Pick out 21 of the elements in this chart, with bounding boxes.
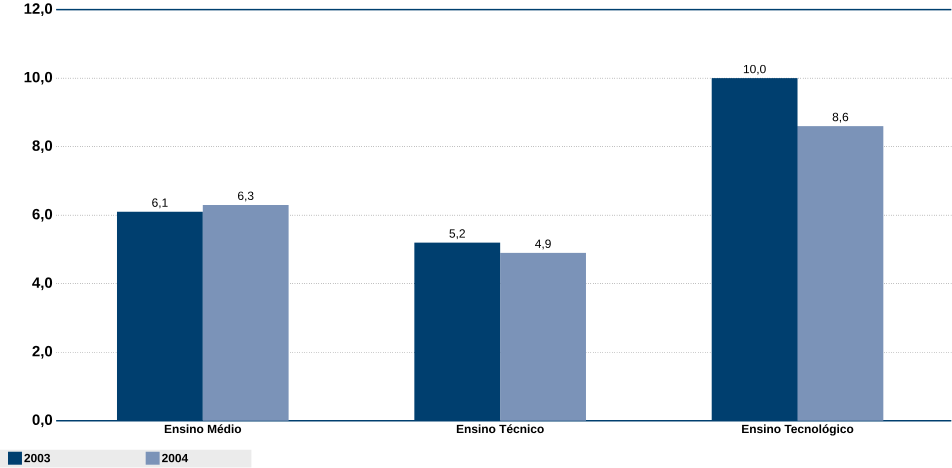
x-tick-label: Ensino Médio bbox=[164, 424, 242, 434]
bar bbox=[798, 126, 884, 421]
data-label: 6,3 bbox=[238, 192, 254, 202]
data-label: 8,6 bbox=[832, 112, 848, 123]
y-tick-label: 0,0 bbox=[32, 414, 52, 428]
bar bbox=[202, 205, 289, 421]
data-label: 6,1 bbox=[152, 198, 168, 208]
data-label: 10,0 bbox=[744, 65, 766, 75]
y-tick-label: 8,0 bbox=[32, 140, 52, 154]
y-tick-label: 2,0 bbox=[32, 346, 52, 359]
data-label: 4,9 bbox=[535, 240, 551, 250]
y-tick-label: 4,0 bbox=[32, 278, 52, 290]
y-tick-label: 12,0 bbox=[24, 3, 52, 16]
legend-label: 2004 bbox=[162, 454, 188, 462]
x-tick-label: Ensino Tecnológico bbox=[742, 424, 854, 436]
y-tick-label: 6,0 bbox=[32, 209, 52, 222]
bar bbox=[500, 253, 586, 421]
data-label: 5,2 bbox=[449, 229, 465, 240]
legend-label: 2003 bbox=[24, 454, 50, 462]
x-tick-label: Ensino Técnico bbox=[456, 424, 544, 434]
y-tick-label: 10,0 bbox=[24, 72, 52, 85]
